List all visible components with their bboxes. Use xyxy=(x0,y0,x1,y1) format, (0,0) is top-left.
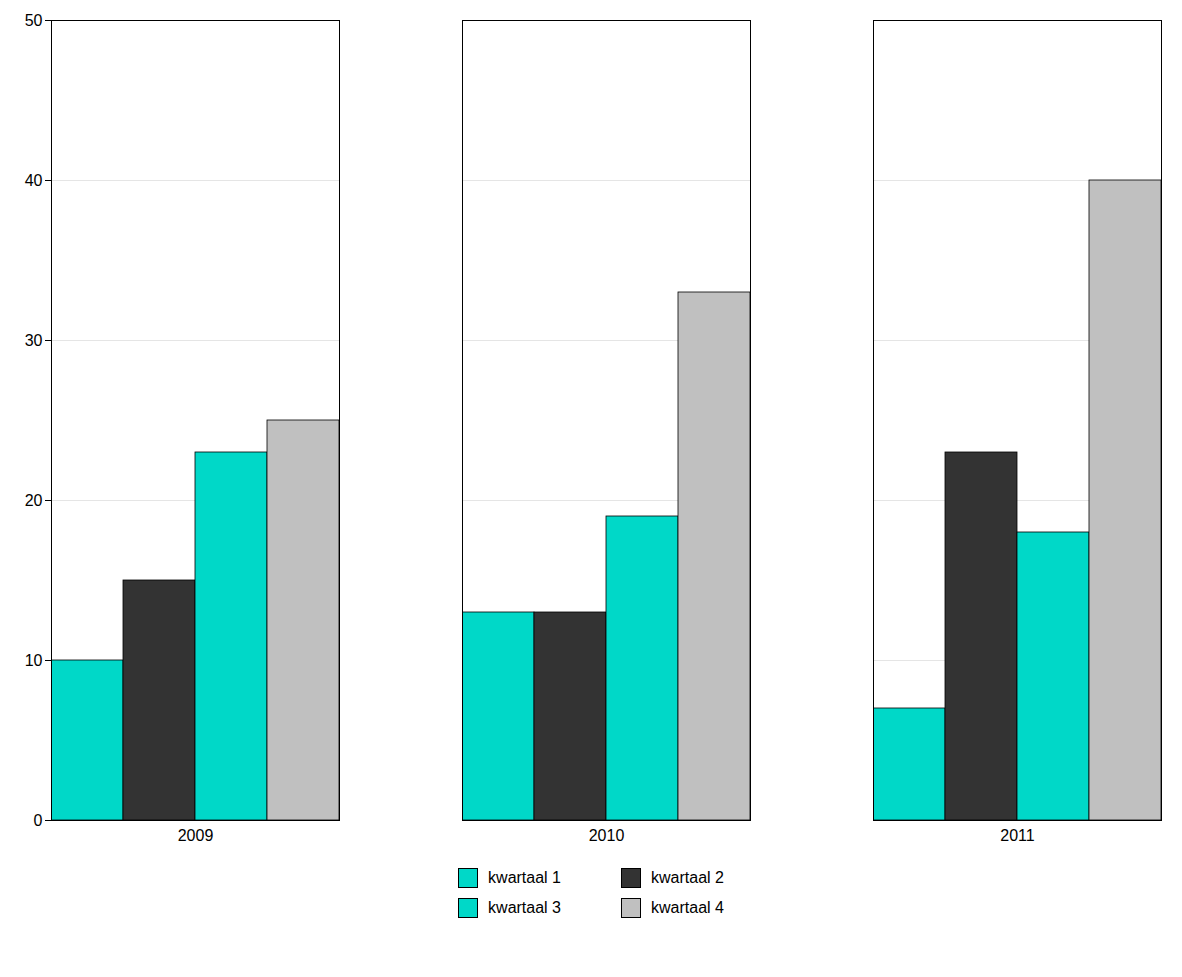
svg-text:30: 30 xyxy=(25,332,43,349)
svg-text:10: 10 xyxy=(25,652,43,669)
svg-text:2009: 2009 xyxy=(178,827,214,844)
html-text:kwartaal 3: kwartaal 3 xyxy=(488,899,561,916)
html-text:kwartaal 4: kwartaal 4 xyxy=(651,899,724,916)
svg-text:20: 20 xyxy=(25,492,43,509)
svg-text:40: 40 xyxy=(25,172,43,189)
html-text:kwartaal 1: kwartaal 1 xyxy=(488,869,561,886)
svg-text:2011: 2011 xyxy=(1000,827,1035,844)
html-text:kwartaal 2: kwartaal 2 xyxy=(651,869,724,886)
svg-text:50: 50 xyxy=(25,12,43,29)
svg-text:2010: 2010 xyxy=(589,827,625,844)
svg-text:0: 0 xyxy=(34,812,43,829)
